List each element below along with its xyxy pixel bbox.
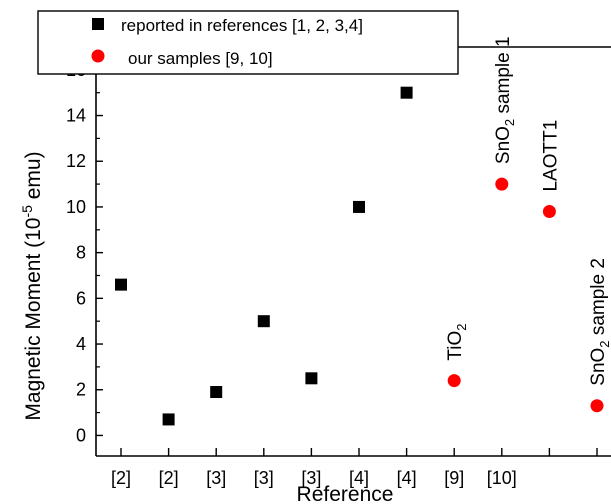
legend-marker-square bbox=[92, 18, 104, 30]
data-points bbox=[115, 86, 604, 426]
y-tick-label: 6 bbox=[76, 288, 86, 308]
data-point-square bbox=[305, 372, 318, 385]
y-tick-label: 0 bbox=[76, 425, 86, 445]
point-annotation: SnO2 sample 2 bbox=[588, 258, 611, 386]
data-point-square bbox=[400, 86, 413, 99]
y-tick-label: 2 bbox=[76, 380, 86, 400]
y-tick-label: 14 bbox=[66, 106, 86, 126]
y-tick-label: 12 bbox=[66, 151, 86, 171]
x-tick-label: [3] bbox=[301, 468, 321, 488]
x-axis-ticks: [2] [2] [3] [3] [3] [4] [4] [9] [10] bbox=[111, 448, 598, 488]
x-tick-label: [4] bbox=[349, 468, 369, 488]
y-axis-ticks: 0246810121416 bbox=[66, 46, 103, 445]
y-tick-label: 10 bbox=[66, 197, 86, 217]
y-tick-label: 4 bbox=[76, 334, 86, 354]
x-axis-label: Reference bbox=[297, 483, 394, 504]
data-point-square bbox=[162, 413, 175, 426]
data-point-circle bbox=[495, 177, 509, 191]
point-annotations: TiO2 SnO2 sample 1 LAOTT1 SnO2 sample 2 bbox=[445, 36, 611, 385]
x-tick-label: [4] bbox=[397, 468, 417, 488]
legend-label-reported: reported in references [1, 2, 3,4] bbox=[121, 16, 363, 35]
data-point-circle bbox=[542, 205, 556, 219]
x-tick-label: [3] bbox=[206, 468, 226, 488]
data-point-square bbox=[257, 315, 270, 328]
data-point-square bbox=[210, 386, 223, 399]
legend-label-our-samples: our samples [9, 10] bbox=[128, 49, 273, 68]
x-tick-label: [3] bbox=[254, 468, 274, 488]
x-tick-label: [10] bbox=[487, 468, 517, 488]
data-point-circle bbox=[590, 399, 604, 413]
legend: reported in references [1, 2, 3,4] our s… bbox=[37, 10, 459, 75]
legend-marker-circle bbox=[91, 49, 105, 63]
y-tick-label: 8 bbox=[76, 243, 86, 263]
x-tick-label: [2] bbox=[111, 468, 131, 488]
legend-box bbox=[37, 10, 459, 75]
point-annotation: LAOTT1 bbox=[540, 120, 561, 192]
x-tick-label: [2] bbox=[159, 468, 179, 488]
y-axis-label: Magnetic Moment (10-5 emu) bbox=[19, 151, 45, 420]
data-point-square bbox=[115, 278, 127, 291]
data-point-square bbox=[353, 200, 365, 213]
x-tick-label: [9] bbox=[444, 468, 464, 488]
point-annotation: SnO2 sample 1 bbox=[493, 36, 517, 164]
data-point-circle bbox=[447, 374, 461, 388]
point-annotation: TiO2 bbox=[445, 323, 469, 360]
